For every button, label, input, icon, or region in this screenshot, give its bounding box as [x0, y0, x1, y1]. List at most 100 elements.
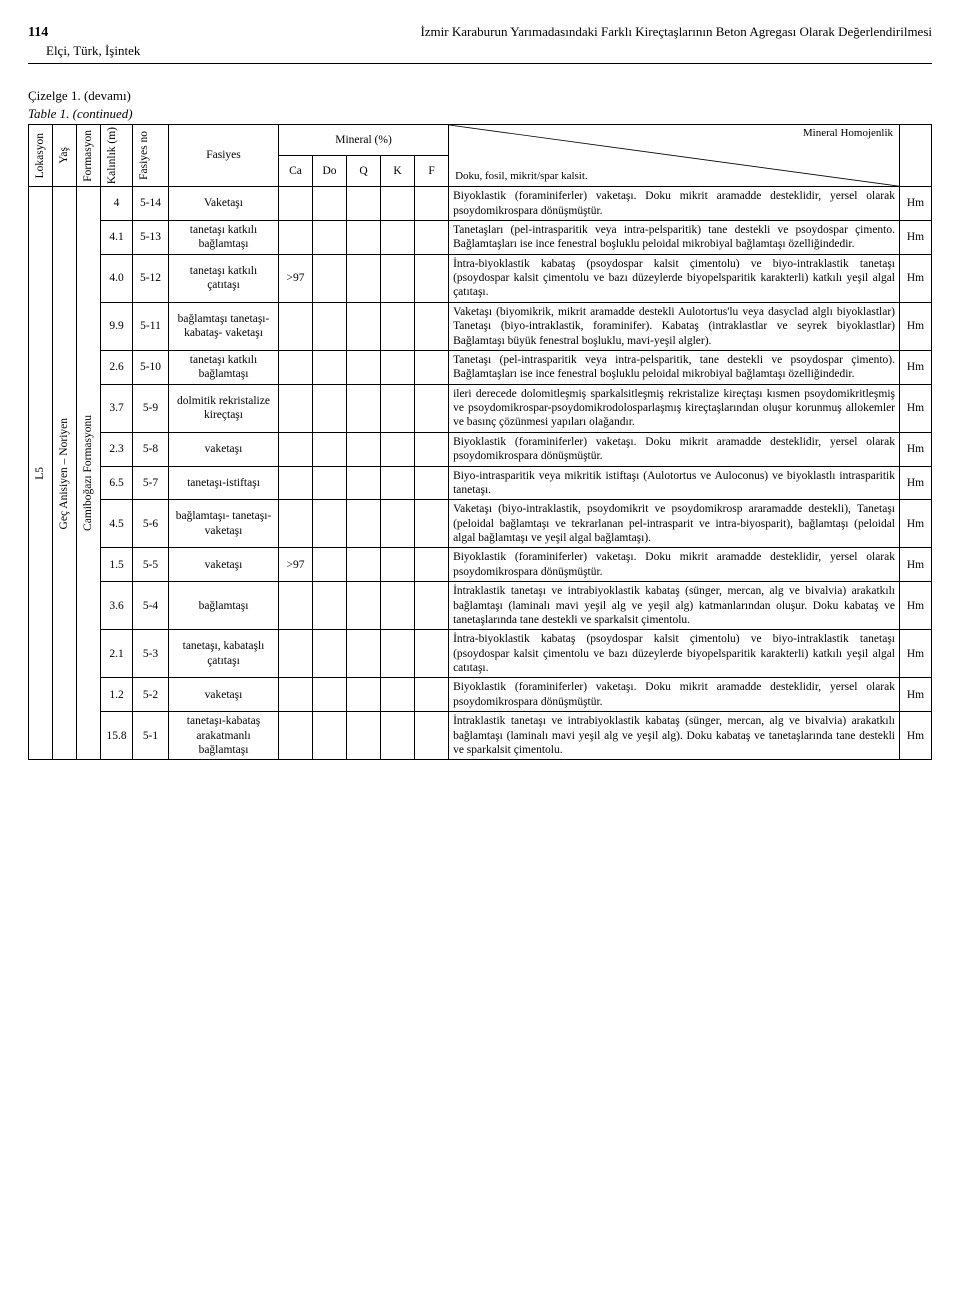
f-value: [415, 678, 449, 712]
col-mineral-pct: Mineral (%): [279, 125, 449, 156]
k-value: [381, 432, 415, 466]
do-value: [313, 678, 347, 712]
hm-value: Hm: [900, 302, 932, 350]
do-value: [313, 466, 347, 500]
f-value: [415, 384, 449, 432]
fasiyes-no-value: 5-8: [133, 432, 169, 466]
kalinlik-value: 4.5: [101, 500, 133, 548]
col-f: F: [415, 156, 449, 187]
hm-value: Hm: [900, 187, 932, 221]
fasiyes-no-value: 5-12: [133, 254, 169, 302]
kalinlik-value: 1.2: [101, 678, 133, 712]
description-value: Vaketaşı (biyo-intraklastik, psoydomikri…: [449, 500, 900, 548]
fasiyes-value: bağlamtaşı: [169, 582, 279, 630]
description-value: Vaketaşı (biyomikrik, mikrit aramadde de…: [449, 302, 900, 350]
kalinlik-value: 3.6: [101, 582, 133, 630]
ca-value: >97: [279, 254, 313, 302]
col-do: Do: [313, 156, 347, 187]
k-value: [381, 220, 415, 254]
description-value: İntra-biyoklastik kabataş (psoydospar ka…: [449, 630, 900, 678]
description-value: Biyoklastik (foraminiferler) vaketaşı. D…: [449, 187, 900, 221]
caption-label-en: Table 1.: [28, 106, 69, 121]
k-value: [381, 384, 415, 432]
caption-cont-tr: (devamı): [84, 88, 131, 103]
col-fasiyes-no: Fasiyes no: [133, 125, 169, 187]
k-value: [381, 678, 415, 712]
yas-label: Yaş: [57, 147, 71, 164]
f-value: [415, 712, 449, 760]
f-value: [415, 582, 449, 630]
f-value: [415, 350, 449, 384]
hm-value: Hm: [900, 500, 932, 548]
fasiyes-value: dolmitik rekristalize kireçtaşı: [169, 384, 279, 432]
f-value: [415, 630, 449, 678]
doku-label: Doku, fosil, mikrit/spar kalsit.: [455, 170, 588, 184]
fasiyes-no-value: 5-4: [133, 582, 169, 630]
fasiyes-value: Vaketaşı: [169, 187, 279, 221]
document-title: İzmir Karaburun Yarımadasındaki Farklı K…: [420, 24, 932, 40]
k-value: [381, 350, 415, 384]
kalinlik-value: 15.8: [101, 712, 133, 760]
do-value: [313, 220, 347, 254]
do-value: [313, 630, 347, 678]
k-value: [381, 187, 415, 221]
ca-value: [279, 678, 313, 712]
authors: Elçi, Türk, İşintek: [46, 43, 932, 59]
hm-value: Hm: [900, 712, 932, 760]
q-value: [347, 466, 381, 500]
q-value: [347, 350, 381, 384]
table-row: 15.85-1tanetaşı-kabataş arakatmanlı bağl…: [29, 712, 932, 760]
ca-value: [279, 500, 313, 548]
description-value: Biyoklastik (foraminiferler) vaketaşı. D…: [449, 548, 900, 582]
col-yas: Yaş: [53, 125, 77, 187]
k-value: [381, 630, 415, 678]
f-value: [415, 432, 449, 466]
q-value: [347, 302, 381, 350]
fasiyes-value: vaketaşı: [169, 432, 279, 466]
f-value: [415, 548, 449, 582]
description-value: Biyoklastik (foraminiferler) vaketaşı. D…: [449, 432, 900, 466]
hm-value: Hm: [900, 384, 932, 432]
formasyon-text: Camiboğazı Formasyonu: [81, 415, 95, 531]
fasiyes-value: tanetaşı-kabataş arakatmanlı bağlamtaşı: [169, 712, 279, 760]
description-value: ileri derecede dolomitleşmiş sparkalsitl…: [449, 384, 900, 432]
lokasyon-text: L5: [33, 467, 47, 480]
header-rule: [28, 63, 932, 64]
table-row: 2.35-8vaketaşıBiyoklastik (foraminiferle…: [29, 432, 932, 466]
caption-label-tr: Çizelge 1.: [28, 88, 81, 103]
q-value: [347, 630, 381, 678]
fasiyes-no-value: 5-3: [133, 630, 169, 678]
table-row: 4.55-6bağlamtaşı- tanetaşı- vaketaşıVake…: [29, 500, 932, 548]
facies-table: Lokasyon Yaş Formasyon Kalınlık (m) Fasi…: [28, 124, 932, 760]
do-value: [313, 548, 347, 582]
fasiyes-no-value: 5-5: [133, 548, 169, 582]
f-value: [415, 220, 449, 254]
header-row-1: Lokasyon Yaş Formasyon Kalınlık (m) Fasi…: [29, 125, 932, 156]
do-value: [313, 302, 347, 350]
ca-value: [279, 432, 313, 466]
hm-value: Hm: [900, 254, 932, 302]
kalinlik-label: Kalınlık (m): [105, 127, 119, 184]
fasiyes-value: tanetaşı katkılı çatıtaşı: [169, 254, 279, 302]
fasiyes-no-value: 5-2: [133, 678, 169, 712]
kalinlik-value: 4.1: [101, 220, 133, 254]
ca-value: [279, 302, 313, 350]
do-value: [313, 254, 347, 302]
q-value: [347, 712, 381, 760]
q-value: [347, 254, 381, 302]
fasiyes-no-value: 5-10: [133, 350, 169, 384]
fasiyes-value: tanetaşı katkılı bağlamtaşı: [169, 220, 279, 254]
q-value: [347, 384, 381, 432]
caption-cont-en: (continued): [73, 106, 133, 121]
page-header: 114 İzmir Karaburun Yarımadasındaki Fark…: [28, 24, 932, 41]
do-value: [313, 350, 347, 384]
do-value: [313, 187, 347, 221]
do-value: [313, 384, 347, 432]
col-fasiyes: Fasiyes: [169, 125, 279, 187]
q-value: [347, 220, 381, 254]
page-number: 114: [28, 25, 48, 41]
lokasyon-value: L5: [29, 187, 53, 760]
hm-value: Hm: [900, 432, 932, 466]
do-value: [313, 500, 347, 548]
col-diagonal: Mineral Homojenlik Doku, fosil, mikrit/s…: [449, 125, 900, 187]
